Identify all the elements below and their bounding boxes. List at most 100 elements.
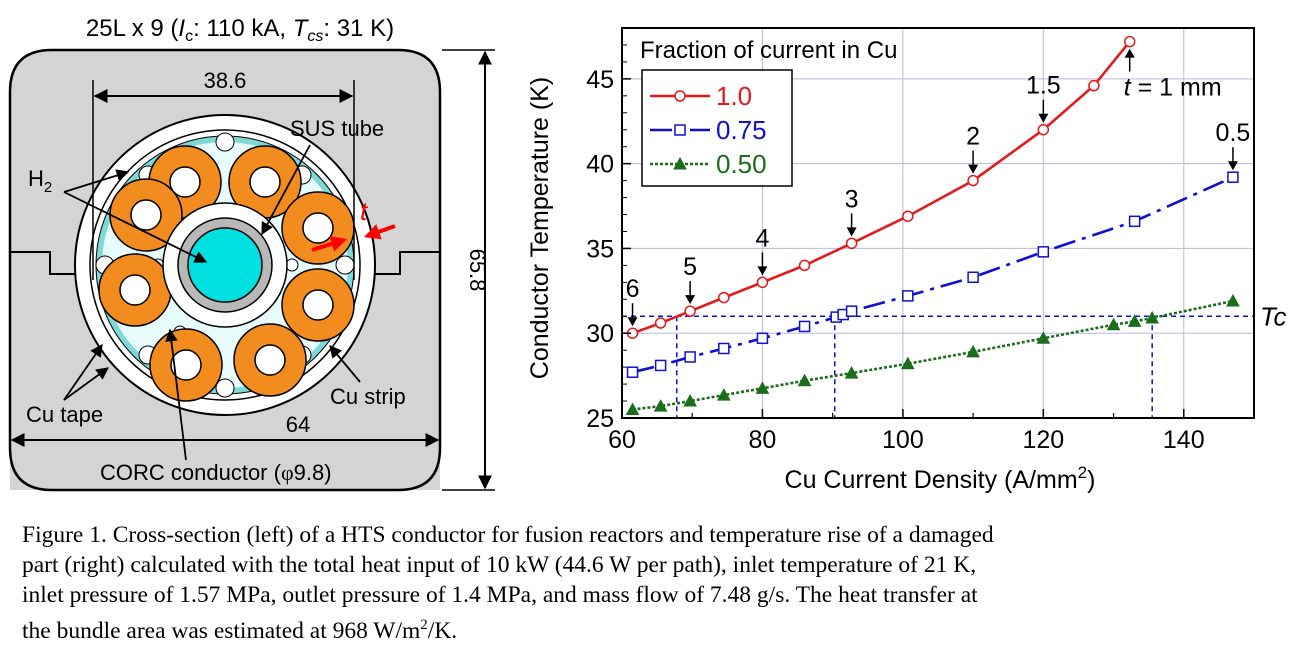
label-h2: H2 <box>28 166 52 196</box>
legend-marker <box>674 124 686 136</box>
y-tick-label: 40 <box>586 151 614 179</box>
annotation-label: 6 <box>626 275 640 303</box>
label-thickness: t <box>360 196 369 226</box>
caption-line: inlet pressure of 1.57 MPa, outlet press… <box>22 582 978 608</box>
annotation-label: 5 <box>683 253 697 281</box>
thickness-arrow-out <box>363 224 396 240</box>
annotation: 5 <box>683 253 697 305</box>
data-point <box>1145 310 1160 324</box>
legend-marker <box>673 156 687 170</box>
figure-caption: Figure 1. Cross-section (left) of a HTS … <box>22 520 1292 646</box>
corc-conductor <box>228 145 302 219</box>
data-point <box>902 210 914 222</box>
data-point <box>1037 246 1050 258</box>
label-corc: CORC conductor (φ9.8) <box>100 460 332 485</box>
chart-legend: Fraction of current in Cu 1.0 0.75 0.50 <box>640 37 897 187</box>
data-point <box>966 344 980 358</box>
annotation-label: 2 <box>966 123 980 151</box>
y-tick-label: 30 <box>586 320 614 348</box>
data-point <box>684 351 696 363</box>
x-tick-label: 100 <box>882 426 924 454</box>
data-point <box>1226 293 1240 307</box>
data-point <box>653 399 668 412</box>
data-point <box>718 291 730 304</box>
annotation: 2 <box>966 123 980 174</box>
annotation: 3 <box>845 185 859 237</box>
annotation: 4 <box>755 224 769 276</box>
dim-width-inner: 38.6 <box>204 68 247 93</box>
data-point <box>625 402 640 416</box>
data-point <box>1227 171 1239 183</box>
data-point <box>1106 317 1121 331</box>
y-tick-label: 45 <box>586 66 614 94</box>
plot-frame <box>621 27 1255 419</box>
legend-label: 0.75 <box>716 115 767 145</box>
x-tick-label: 80 <box>749 426 777 454</box>
data-point <box>654 359 667 372</box>
annotation: 6 <box>626 275 640 327</box>
label-cu-strip: Cu strip <box>330 384 406 409</box>
caption-line: the bundle area was estimated at 968 W/m… <box>22 617 458 644</box>
data-point <box>1037 123 1050 136</box>
series-0.75 <box>626 171 1239 378</box>
series-0.50 <box>625 293 1240 416</box>
annotation-label: 0.5 <box>1216 119 1251 147</box>
data-point <box>1128 215 1141 228</box>
corc-conductor <box>98 253 172 327</box>
data-point <box>1088 79 1100 92</box>
temperature-chart: Tc 6 5 4 3 2 1.5 0.5 t = 1 mm 60 80 100 120 140 25 30… <box>526 27 1287 494</box>
annotation-arrowhead <box>1038 113 1049 123</box>
data-point <box>902 290 914 302</box>
annotation-arrowhead <box>627 317 638 327</box>
chart-series <box>625 35 1240 416</box>
x-tick-label: 140 <box>1163 426 1205 454</box>
series-1.0 <box>626 35 1136 339</box>
data-point <box>716 388 731 401</box>
data-point <box>797 373 812 387</box>
dim-height: 65.8 <box>465 249 490 292</box>
diagram-title: 25L x 9 (Ic: 110 kA, Tcs: 31 K) <box>86 15 394 45</box>
annotation-arrowhead <box>685 295 696 305</box>
annotation: 0.5 <box>1216 119 1251 171</box>
data-point <box>900 356 915 370</box>
corc-conductor <box>281 268 355 342</box>
legend-title: Fraction of current in Cu <box>640 37 897 64</box>
data-point <box>844 366 859 379</box>
data-point <box>756 332 769 345</box>
x-axis-title: Cu Current Density (A/mm2) <box>785 463 1096 494</box>
label-cu-tape: Cu tape <box>26 402 103 427</box>
x-tick-label: 60 <box>608 426 636 454</box>
corc-conductor <box>233 323 307 397</box>
legend-box <box>641 69 793 187</box>
data-point <box>845 305 858 317</box>
caption-line: part (right) calculated with the total h… <box>22 552 977 578</box>
annotation-label: 1.5 <box>1026 72 1061 100</box>
thickness-arrowhead <box>1124 48 1135 58</box>
legend-label: 0.50 <box>716 149 767 179</box>
annotation-arrowhead <box>757 266 768 276</box>
thickness-annotation: t = 1 mm <box>1124 74 1222 102</box>
data-point <box>1127 314 1142 327</box>
label-sus-tube: SUS tube <box>290 116 384 141</box>
data-point <box>755 381 770 394</box>
data-point <box>626 366 639 378</box>
annotation-arrowhead <box>968 164 979 174</box>
data-point <box>683 393 697 407</box>
annotation-label: 3 <box>845 185 859 213</box>
data-point <box>654 317 667 329</box>
legend-marker <box>674 90 686 102</box>
data-point <box>1123 35 1136 48</box>
data-point <box>684 305 696 317</box>
chart-annotations: 6 5 4 3 2 1.5 0.5 t = 1 mm <box>626 48 1251 327</box>
tc-reference: Tc <box>622 301 1287 418</box>
caption-line: Figure 1. Cross-section (left) of a HTS … <box>22 522 994 548</box>
annotation-arrowhead <box>846 227 857 237</box>
thickness-arrow-in <box>311 236 348 252</box>
annotation: 1.5 <box>1026 72 1061 123</box>
data-point <box>967 174 979 187</box>
data-point <box>756 276 769 289</box>
annotation-label: 4 <box>755 224 769 252</box>
corc-conductor <box>149 328 223 402</box>
data-point <box>1036 331 1051 344</box>
